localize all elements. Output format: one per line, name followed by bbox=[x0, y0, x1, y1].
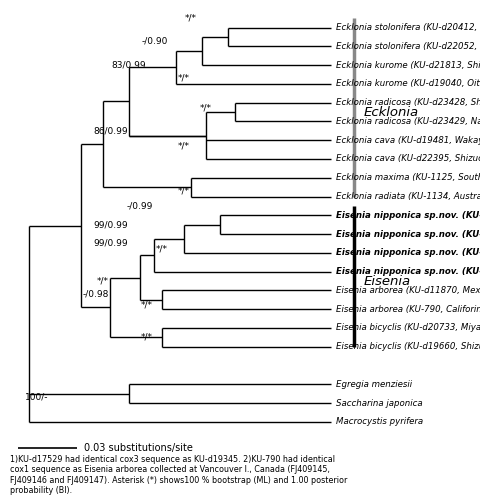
Text: Ecklonia: Ecklonia bbox=[364, 106, 419, 118]
Text: */*: */* bbox=[178, 74, 190, 82]
Text: -/0.98: -/0.98 bbox=[82, 290, 108, 298]
Text: Saccharina japonica: Saccharina japonica bbox=[336, 398, 423, 407]
Text: */*: */* bbox=[156, 244, 168, 254]
Text: Macrocystis pyrifera: Macrocystis pyrifera bbox=[336, 418, 423, 426]
Text: Ecklonia kurome (KU-d21813, Shimane): Ecklonia kurome (KU-d21813, Shimane) bbox=[336, 60, 480, 70]
Text: Eisenia nipponica sp.nov. (KU-d22747, Mie): Eisenia nipponica sp.nov. (KU-d22747, Mi… bbox=[336, 211, 480, 220]
Text: */*: */* bbox=[141, 301, 153, 310]
Text: Ecklonia cava (KU-d19481, Wakayama): Ecklonia cava (KU-d19481, Wakayama) bbox=[336, 136, 480, 144]
Text: 86/0.99: 86/0.99 bbox=[93, 126, 128, 136]
Text: 83/0.99: 83/0.99 bbox=[111, 60, 146, 70]
Text: Eisenia bicyclis (KU-d19660, Shizuoka): Eisenia bicyclis (KU-d19660, Shizuoka) bbox=[336, 342, 480, 351]
Text: Ecklonia stolonifera (KU-d22052, Yamaguchi): Ecklonia stolonifera (KU-d22052, Yamaguc… bbox=[336, 42, 480, 51]
Text: Ecklonia radiata (KU-1134, Australia): Ecklonia radiata (KU-1134, Australia) bbox=[336, 192, 480, 201]
Text: Ecklonia stolonifera (KU-d20412, Ishikawa): Ecklonia stolonifera (KU-d20412, Ishikaw… bbox=[336, 23, 480, 32]
Text: Eisenia nipponica sp.nov. (KU-d23430, Mie): Eisenia nipponica sp.nov. (KU-d23430, Mi… bbox=[336, 230, 480, 238]
Text: Egregia menziesii: Egregia menziesii bbox=[336, 380, 412, 389]
Text: */*: */* bbox=[178, 142, 190, 150]
Text: Ecklonia maxima (KU-1125, South Africa): Ecklonia maxima (KU-1125, South Africa) bbox=[336, 174, 480, 182]
Text: Eisenia: Eisenia bbox=[364, 274, 411, 287]
Text: Eisenia nipponica sp.nov. (KU-d17533, Mie): Eisenia nipponica sp.nov. (KU-d17533, Mi… bbox=[336, 248, 480, 258]
Text: Eisenia bicyclis (KU-d20733, Miyagi): Eisenia bicyclis (KU-d20733, Miyagi) bbox=[336, 324, 480, 332]
Text: Eisenia nipponica sp.nov. (KU-d17529, Tokushima)¹⁾: Eisenia nipponica sp.nov. (KU-d17529, To… bbox=[336, 267, 480, 276]
Text: Eisenia arborea (KU-790, Califorinia)²⁾: Eisenia arborea (KU-790, Califorinia)²⁾ bbox=[336, 304, 480, 314]
Text: 99/0.99: 99/0.99 bbox=[93, 220, 128, 229]
Text: */*: */* bbox=[141, 333, 153, 342]
Text: 0.03 substitutions/site: 0.03 substitutions/site bbox=[84, 442, 193, 452]
Text: -/0.99: -/0.99 bbox=[126, 202, 153, 210]
Text: Ecklonia cava (KU-d22395, Shizuoka): Ecklonia cava (KU-d22395, Shizuoka) bbox=[336, 154, 480, 164]
Text: */*: */* bbox=[185, 14, 197, 22]
Text: Ecklonia radicosa (KU-d23429, Nagasaki): Ecklonia radicosa (KU-d23429, Nagasaki) bbox=[336, 117, 480, 126]
Text: 1)KU-d17529 had identical cox3 sequence as KU-d19345. 2)KU-790 had identical
cox: 1)KU-d17529 had identical cox3 sequence … bbox=[10, 455, 347, 495]
Text: 100/-: 100/- bbox=[25, 393, 48, 402]
Text: Ecklonia kurome (KU-d19040, Oita): Ecklonia kurome (KU-d19040, Oita) bbox=[336, 80, 480, 88]
Text: */*: */* bbox=[200, 104, 212, 113]
Text: 99/0.99: 99/0.99 bbox=[93, 239, 128, 248]
Text: */*: */* bbox=[97, 276, 109, 285]
Text: Eisenia arborea (KU-d11870, Mexico): Eisenia arborea (KU-d11870, Mexico) bbox=[336, 286, 480, 295]
Text: */*: */* bbox=[178, 186, 190, 196]
Text: -/0.90: -/0.90 bbox=[141, 36, 168, 45]
Text: Ecklonia radicosa (KU-d23428, Shizuoka): Ecklonia radicosa (KU-d23428, Shizuoka) bbox=[336, 98, 480, 107]
